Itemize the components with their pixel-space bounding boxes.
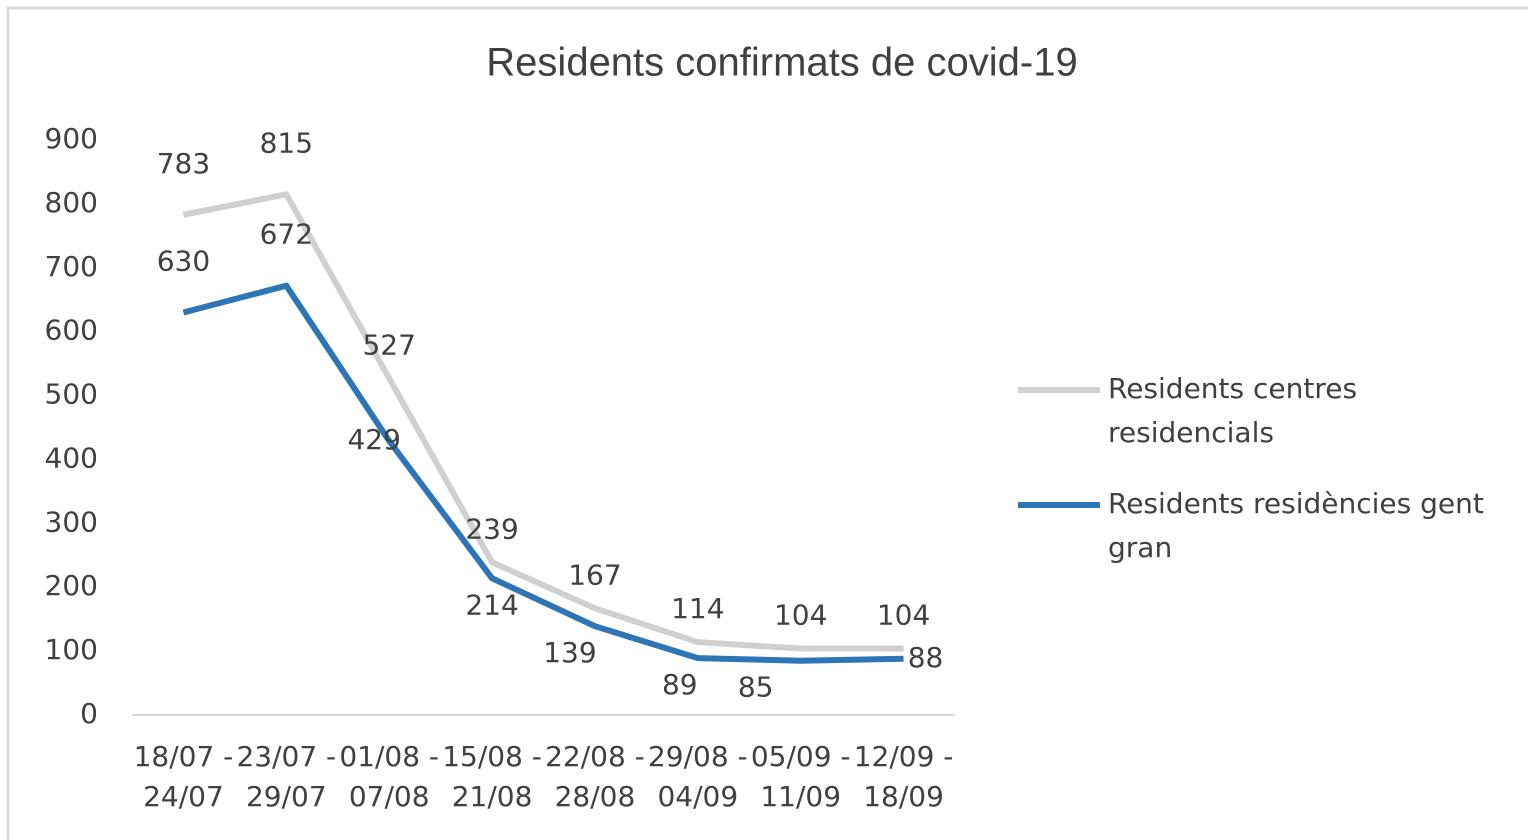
- x-tick-label: 05/09 -11/09: [751, 740, 851, 813]
- data-label: 672: [260, 218, 313, 251]
- y-tick-label: 300: [45, 505, 98, 538]
- data-label: 85: [738, 671, 774, 704]
- data-label: 114: [671, 592, 724, 625]
- y-tick-label: 700: [45, 250, 98, 283]
- x-tick-label: 15/08 -21/08: [442, 740, 542, 813]
- y-tick-label: 800: [45, 186, 98, 219]
- x-tick-label: 12/09 -18/09: [854, 740, 954, 813]
- data-label: 815: [260, 126, 313, 159]
- data-label: 783: [157, 147, 210, 180]
- y-tick-label: 200: [45, 569, 98, 602]
- data-label: 214: [465, 588, 518, 621]
- legend-label: Residents centres residencials: [1108, 372, 1357, 449]
- data-label: 527: [362, 328, 415, 361]
- data-label: 239: [465, 512, 518, 545]
- data-label: 104: [774, 599, 827, 632]
- line-series: [182, 282, 904, 664]
- data-label: 167: [568, 558, 621, 591]
- data-label: 89: [662, 668, 698, 701]
- data-label: 429: [347, 423, 400, 456]
- chart-title: Residents confirmats de covid-19: [486, 41, 1077, 85]
- x-tick-label: 01/08 -07/08: [339, 740, 439, 813]
- chart-frame: [6, 6, 1528, 840]
- data-label: 139: [543, 636, 596, 669]
- data-label: 630: [157, 245, 210, 278]
- legend-label: Residents residències gent gran: [1108, 487, 1484, 564]
- x-tick-label: 29/08 -04/09: [648, 740, 748, 813]
- y-tick-label: 0: [80, 697, 98, 730]
- x-tick-label: 18/07 -24/07: [134, 740, 234, 813]
- y-tick-label: 500: [45, 378, 98, 411]
- x-tick-label: 22/08 -28/08: [545, 740, 645, 813]
- data-label: 88: [908, 641, 944, 674]
- y-tick-label: 600: [45, 314, 98, 347]
- line-series: [182, 191, 904, 652]
- y-tick-label: 100: [45, 633, 98, 666]
- data-label: 104: [877, 599, 930, 632]
- y-tick-label: 400: [45, 441, 98, 474]
- y-tick-label: 900: [45, 122, 98, 155]
- x-tick-label: 23/07 -29/07: [236, 740, 336, 813]
